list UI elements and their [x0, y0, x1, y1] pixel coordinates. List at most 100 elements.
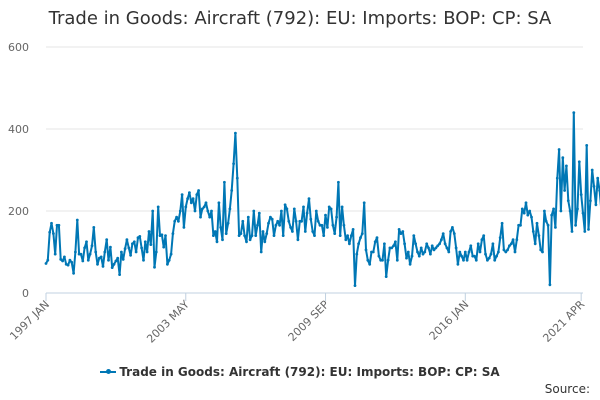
- data-point: [182, 226, 186, 229]
- data-point: [351, 228, 355, 231]
- data-point: [285, 207, 289, 211]
- data-point: [66, 263, 70, 267]
- data-point: [292, 207, 296, 211]
- data-point: [451, 226, 454, 229]
- data-point: [296, 238, 300, 242]
- data-point: [254, 234, 258, 238]
- data-point: [414, 242, 417, 246]
- data-point: [180, 193, 184, 197]
- x-tick-label: 2003 MAY: [144, 298, 192, 346]
- data-point: [535, 221, 539, 225]
- data-point: [145, 250, 149, 254]
- data-point: [219, 226, 223, 229]
- data-point: [355, 252, 359, 256]
- data-point: [107, 258, 110, 262]
- chart-title: Trade in Goods: Aircraft (792): EU: Impo…: [48, 8, 552, 29]
- data-point: [406, 250, 410, 254]
- data-point: [596, 176, 600, 180]
- data-point: [83, 246, 86, 250]
- y-tick-label: 400: [8, 123, 29, 136]
- data-point: [436, 244, 440, 248]
- data-point: [131, 242, 134, 246]
- data-point: [53, 252, 57, 256]
- data-point: [237, 234, 241, 238]
- data-point: [441, 232, 445, 236]
- data-point: [543, 209, 546, 213]
- data-point: [546, 223, 550, 227]
- data-point: [434, 246, 438, 250]
- data-point: [462, 258, 465, 262]
- data-point: [142, 258, 145, 262]
- data-point: [99, 255, 103, 259]
- data-point: [506, 248, 509, 252]
- data-point: [474, 258, 478, 262]
- data-point: [57, 223, 61, 227]
- data-point: [246, 215, 250, 219]
- data-point: [202, 205, 206, 209]
- data-point: [589, 199, 592, 203]
- data-point: [515, 238, 519, 242]
- data-point: [140, 246, 144, 250]
- data-point: [81, 259, 85, 263]
- data-point: [427, 246, 430, 250]
- data-point: [199, 215, 202, 219]
- data-point: [72, 271, 75, 275]
- data-point: [197, 189, 201, 192]
- source-credit: Source:: [544, 382, 590, 396]
- data-point: [280, 209, 283, 213]
- data-point: [493, 258, 497, 262]
- data-point: [149, 243, 153, 247]
- data-point: [371, 250, 375, 254]
- data-point: [257, 211, 261, 215]
- data-point: [537, 234, 541, 238]
- data-point: [344, 238, 348, 242]
- data-point: [447, 250, 451, 254]
- data-point: [524, 201, 528, 205]
- data-point: [132, 240, 136, 244]
- data-point: [118, 273, 121, 276]
- data-point: [528, 209, 532, 213]
- data-point: [276, 219, 280, 223]
- data-point: [438, 242, 441, 246]
- data-point: [399, 232, 403, 236]
- data-point: [552, 207, 555, 211]
- data-point: [377, 254, 381, 258]
- data-point: [267, 221, 270, 225]
- x-tick-label: 1997 JAN: [7, 298, 52, 343]
- data-point: [114, 259, 118, 263]
- data-point: [311, 230, 315, 233]
- data-point: [215, 240, 219, 244]
- data-point: [302, 205, 305, 209]
- data-point: [259, 250, 263, 254]
- data-point: [235, 176, 239, 180]
- data-point: [59, 258, 63, 261]
- data-point: [305, 211, 309, 215]
- data-point: [590, 168, 594, 172]
- data-point: [480, 238, 484, 242]
- x-tick-label: 2016 JAN: [427, 298, 472, 343]
- data-point: [50, 221, 53, 225]
- data-point: [495, 254, 498, 258]
- data-point: [366, 258, 370, 262]
- data-point: [541, 250, 544, 254]
- data-point: [403, 242, 406, 246]
- data-point: [498, 236, 502, 240]
- legend[interactable]: Trade in Goods: Aircraft (792): EU: Impo…: [0, 365, 600, 379]
- data-point: [364, 248, 368, 252]
- data-point: [86, 258, 90, 262]
- data-point: [509, 242, 513, 246]
- data-point: [129, 253, 133, 257]
- data-point: [283, 203, 287, 207]
- data-point: [88, 252, 92, 256]
- data-point: [405, 256, 408, 260]
- data-point: [449, 230, 452, 233]
- data-point: [281, 234, 285, 238]
- data-point: [263, 240, 267, 244]
- data-point: [221, 238, 224, 242]
- data-point: [530, 215, 533, 219]
- data-point: [164, 234, 167, 238]
- data-point: [473, 254, 476, 258]
- data-point: [228, 207, 232, 211]
- data-point: [348, 242, 351, 246]
